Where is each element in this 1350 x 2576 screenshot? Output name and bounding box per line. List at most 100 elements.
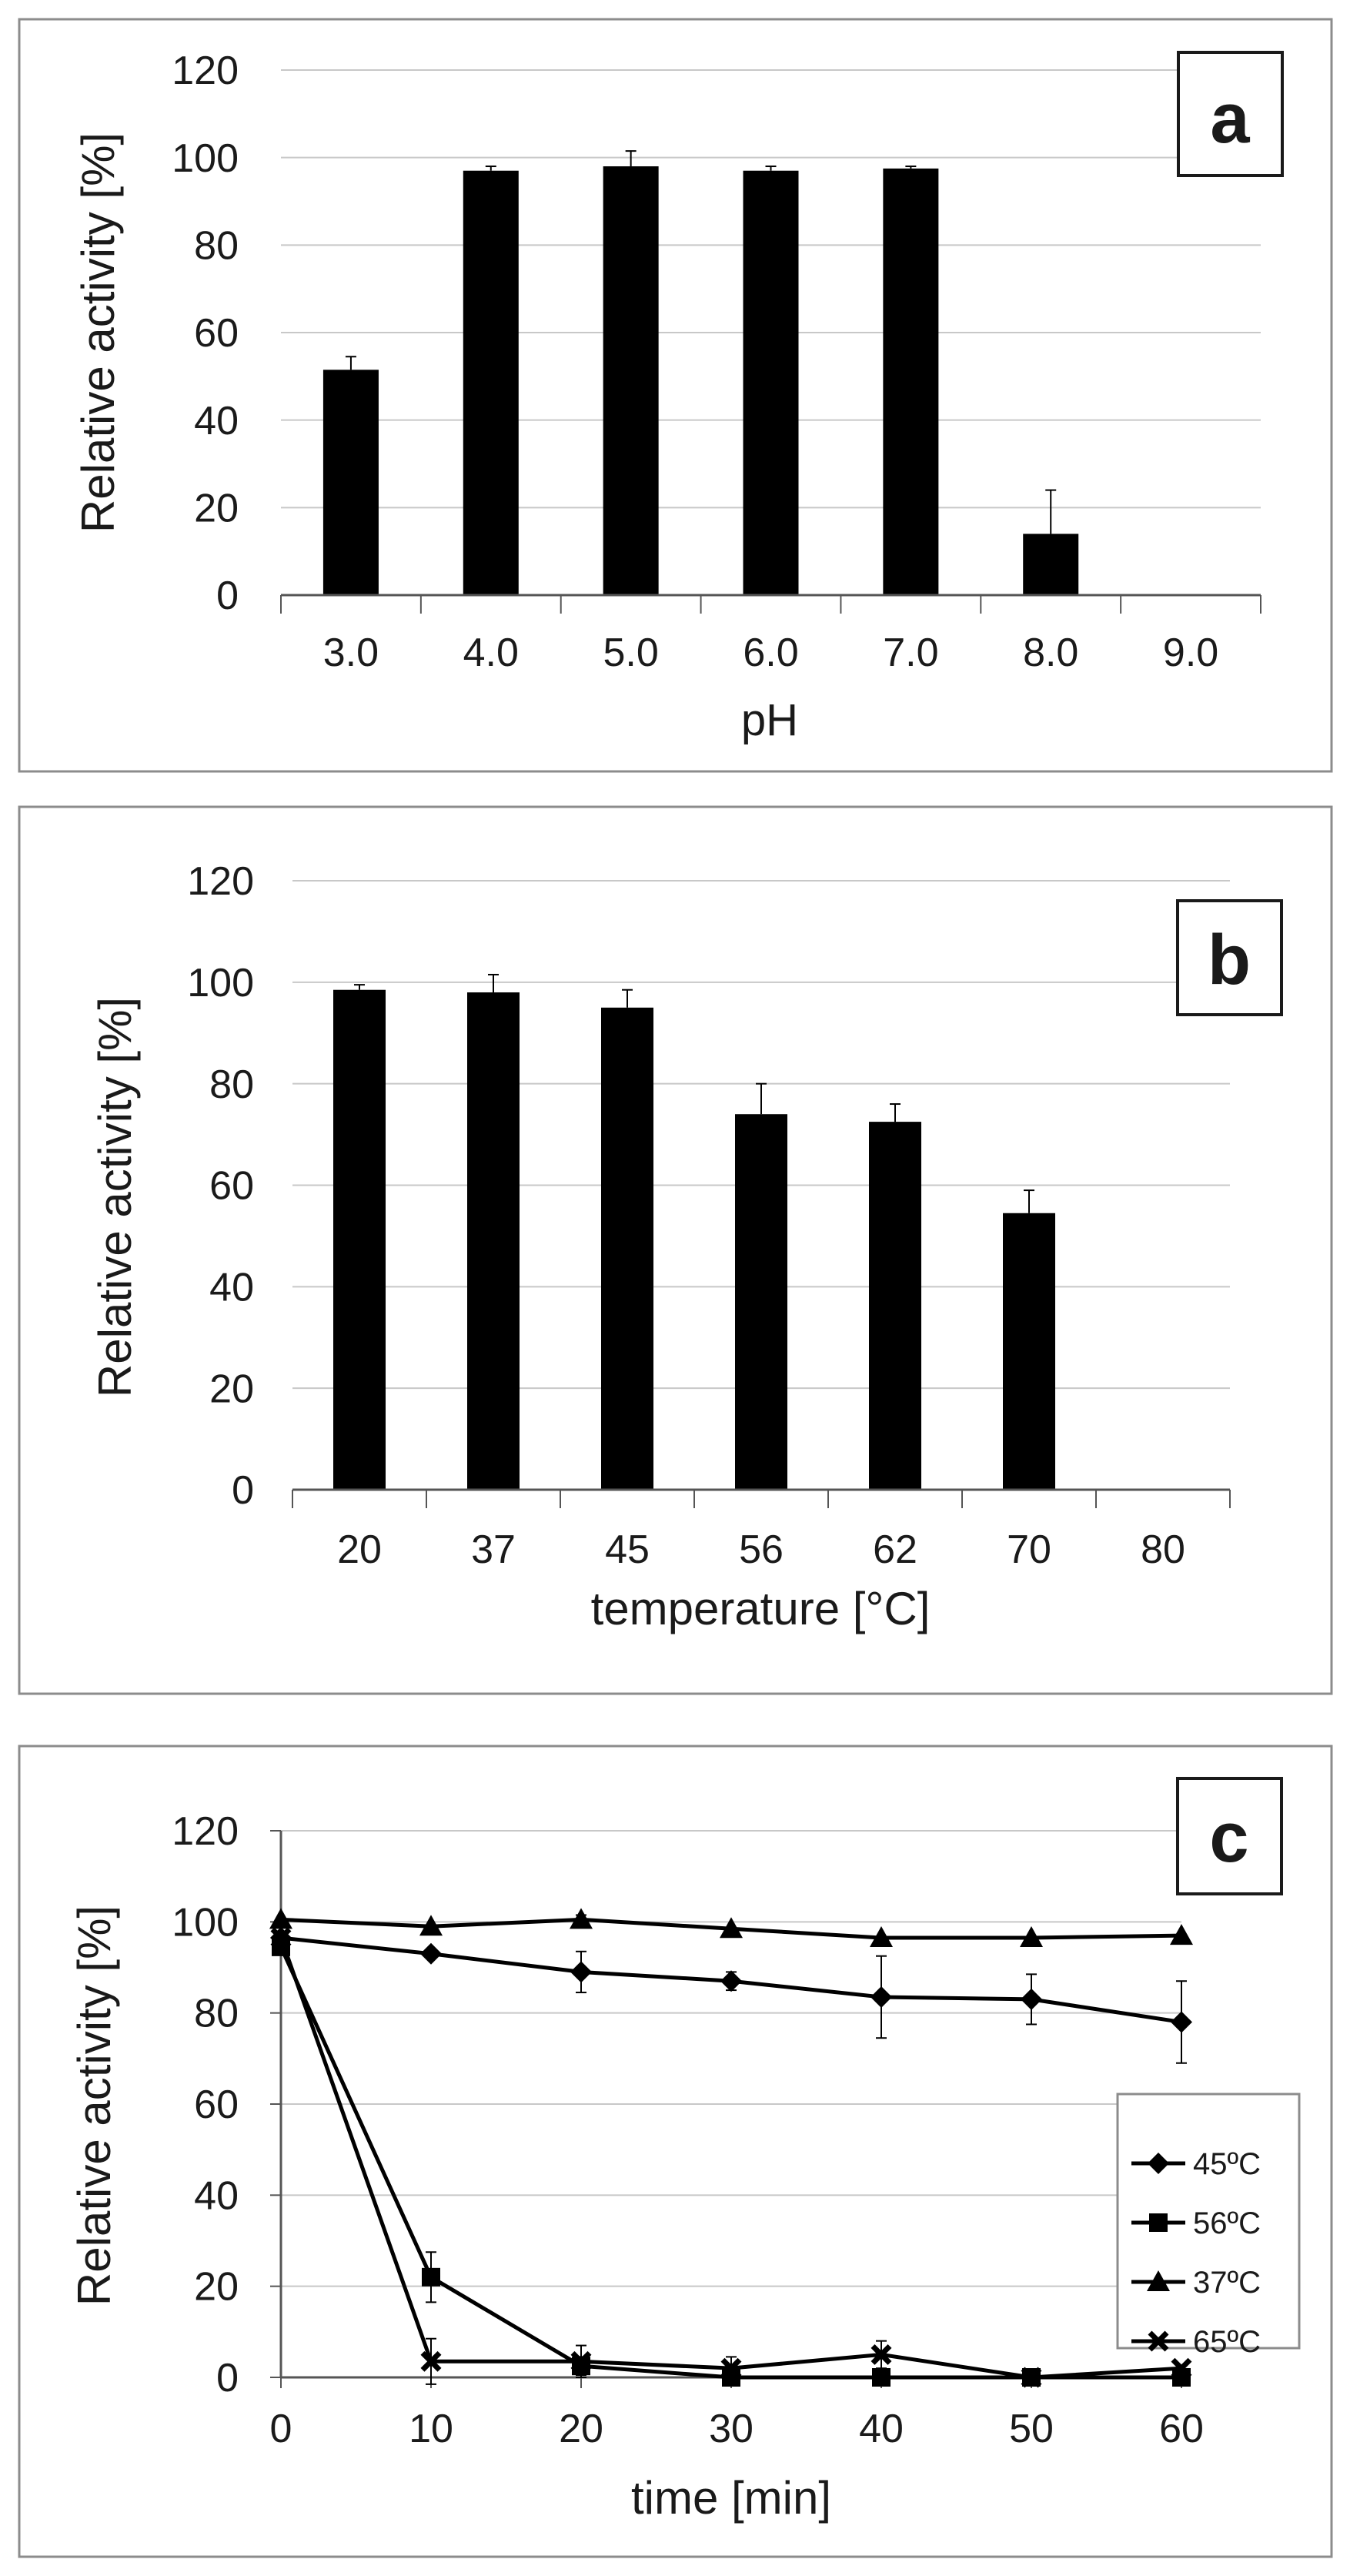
panel-b-frame (18, 805, 1333, 1695)
a-x-tick-label: 6.0 (743, 631, 798, 675)
c-legend-label: 45ºC (1193, 2147, 1261, 2181)
panel-c: 0 20 40 60 80 100 120 0 10 20 30 40 50 60 time [min]… (18, 1745, 1333, 2558)
b-x-tick-label: 80 (1141, 1527, 1185, 1572)
c-y-tick-label: 60 (194, 2083, 239, 2127)
c-legend-marker (1149, 2213, 1168, 2232)
c-legend-item: 37ºC (1131, 2266, 1261, 2300)
b-y-tick-label: 20 (209, 1367, 254, 1411)
panel-a-label-box (1177, 51, 1284, 177)
b-y-tick-label: 120 (187, 859, 254, 904)
c-legend-label: 56ºC (1193, 2206, 1261, 2240)
b-x-tick-label: 45 (605, 1527, 650, 1572)
c-legend-label: 37ºC (1193, 2266, 1261, 2300)
a-y-tick-label: 100 (172, 136, 239, 181)
panel-c-x-tick-labels: 0 10 20 30 40 50 60 (270, 2377, 1204, 2451)
c-x-tick-label: 50 (1009, 2407, 1054, 2451)
c-x-tick-label: 30 (709, 2407, 754, 2451)
c-legend-marker (1148, 2330, 1169, 2352)
c-series-2 (269, 1908, 1193, 1948)
a-bar (322, 370, 379, 595)
c-y-tick-label: 40 (194, 2173, 239, 2218)
panel-a-label: a (1210, 79, 1250, 158)
panel-c-legend: 45ºC 56ºC 37ºC 65ºC (1116, 2093, 1301, 2359)
c-point (870, 1926, 893, 1948)
panel-a-y-tick-labels: 0 20 40 60 80 100 120 (172, 49, 239, 618)
b-x-tick-label: 37 (471, 1527, 516, 1572)
panel-a-frame (18, 18, 1333, 773)
c-y-tick-label: 80 (194, 1992, 239, 2036)
c-point (1021, 1988, 1042, 2010)
b-y-tick-label: 0 (232, 1468, 254, 1513)
c-y-tick-label: 100 (172, 1900, 239, 1945)
panel-c-x-axis-label: time [min] (631, 2472, 831, 2524)
panel-b-x-tick-labels: 20 37 45 56 62 70 80 (292, 1490, 1231, 1572)
a-bar (603, 166, 659, 596)
a-y-tick-label: 60 (194, 311, 239, 356)
panel-a: 0 20 40 60 80 100 120 3.0 4.0 5.0 6.0 7.0 8.0 9.0 pH… (18, 18, 1333, 773)
c-x-tick-label: 0 (270, 2407, 292, 2451)
c-legend-item: 45ºC (1131, 2147, 1261, 2181)
c-point (1171, 2011, 1192, 2033)
b-y-tick-label: 80 (209, 1062, 254, 1107)
c-legend-item: 56ºC (1131, 2206, 1261, 2240)
c-x-tick-label: 60 (1159, 2407, 1204, 2451)
c-point (870, 1986, 892, 2008)
c-point (720, 1970, 742, 1992)
a-bar (743, 170, 799, 595)
panel-b-y-tick-labels: 0 20 40 60 80 100 120 (187, 859, 254, 1513)
c-point (420, 1942, 442, 1965)
a-x-tick-label: 3.0 (323, 631, 379, 675)
c-y-tick-label: 0 (216, 2356, 239, 2400)
c-point (422, 2267, 440, 2287)
c-x-tick-label: 10 (409, 2407, 453, 2451)
b-bar (735, 1114, 787, 1490)
c-point (419, 1915, 443, 1936)
c-legend-marker (1148, 2153, 1169, 2174)
c-point (570, 2350, 592, 2372)
a-x-tick-label: 8.0 (1023, 631, 1078, 675)
c-point (1021, 2367, 1042, 2388)
c-legend-item: 65ºC (1131, 2325, 1261, 2359)
b-y-tick-label: 100 (187, 961, 254, 1005)
panel-c-y-axis-label: Relative activity [%] (69, 1905, 120, 2306)
panel-a-x-tick-labels: 3.0 4.0 5.0 6.0 7.0 8.0 9.0 (280, 595, 1261, 675)
c-point (720, 1917, 743, 1939)
panel-b: 0 20 40 60 80 100 120 20 37 45 56 62 70 80 temperatu… (18, 805, 1333, 1695)
c-y-tick-label: 120 (172, 1809, 239, 1854)
a-y-tick-label: 20 (194, 487, 239, 531)
panel-b-label-box (1176, 899, 1283, 1016)
panel-b-bars (333, 973, 1055, 1490)
a-x-tick-label: 4.0 (463, 631, 519, 675)
panel-b-label: b (1208, 921, 1251, 999)
b-bar (601, 1007, 653, 1490)
c-point (420, 2350, 442, 2372)
a-bar (463, 170, 519, 595)
a-y-tick-label: 120 (172, 49, 239, 93)
c-legend-marker (1147, 2270, 1170, 2291)
a-x-tick-label: 7.0 (883, 631, 938, 675)
panel-a-x-axis-label: pH (741, 695, 798, 745)
a-bar (1023, 534, 1079, 595)
panel-c-series (269, 1908, 1193, 2388)
panel-a-bars (322, 150, 1079, 596)
c-series-3 (270, 1927, 1192, 2388)
panel-c-label: c (1209, 1798, 1248, 1877)
c-x-tick-label: 20 (559, 2407, 603, 2451)
c-point (720, 2357, 742, 2379)
a-bar (883, 168, 939, 595)
b-x-tick-label: 20 (337, 1527, 382, 1572)
b-y-tick-label: 60 (209, 1164, 254, 1209)
c-point (1171, 2357, 1192, 2379)
b-bar (869, 1122, 921, 1490)
c-point (1020, 1926, 1043, 1948)
panel-c-label-box (1176, 1777, 1283, 1895)
c-point (1170, 1924, 1193, 1945)
a-y-tick-label: 0 (216, 574, 239, 618)
a-y-tick-label: 80 (194, 224, 239, 269)
c-point (870, 2343, 892, 2365)
c-x-tick-label: 40 (859, 2407, 904, 2451)
b-x-tick-label: 62 (873, 1527, 917, 1572)
b-y-tick-label: 40 (209, 1266, 254, 1310)
b-x-tick-label: 70 (1007, 1527, 1051, 1572)
panel-b-x-axis-label: temperature [°C] (591, 1583, 931, 1634)
